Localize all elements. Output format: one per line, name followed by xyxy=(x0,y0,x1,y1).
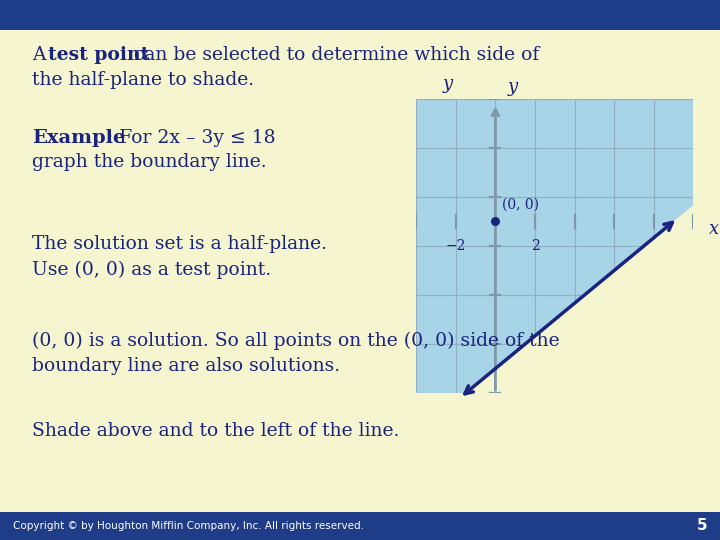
Text: (0, 0) is a solution. So all points on the (0, 0) side of the: (0, 0) is a solution. So all points on t… xyxy=(32,332,560,350)
Text: boundary line are also solutions.: boundary line are also solutions. xyxy=(32,357,341,375)
Text: Copyright © by Houghton Mifflin Company, Inc. All rights reserved.: Copyright © by Houghton Mifflin Company,… xyxy=(13,521,364,531)
Text: test point: test point xyxy=(48,46,150,64)
Text: graph the boundary line.: graph the boundary line. xyxy=(32,153,267,171)
Text: 2: 2 xyxy=(531,239,539,253)
Bar xyxy=(0,0,720,30)
Text: A: A xyxy=(32,46,52,64)
Text: the half-plane to shade.: the half-plane to shade. xyxy=(32,71,255,89)
Polygon shape xyxy=(466,205,693,393)
Text: Example: Example xyxy=(32,129,126,146)
Text: −2: −2 xyxy=(446,239,466,253)
Text: (0, 0): (0, 0) xyxy=(503,198,539,212)
Text: 5: 5 xyxy=(696,518,707,534)
Text: x: x xyxy=(709,220,719,238)
Text: : For 2x – 3y ≤ 18: : For 2x – 3y ≤ 18 xyxy=(107,129,275,146)
Text: y: y xyxy=(507,78,518,96)
Bar xyxy=(0,512,720,540)
Text: can be selected to determine which side of: can be selected to determine which side … xyxy=(128,46,539,64)
Text: Shade above and to the left of the line.: Shade above and to the left of the line. xyxy=(32,422,400,440)
Text: y: y xyxy=(443,76,453,93)
Text: Use (0, 0) as a test point.: Use (0, 0) as a test point. xyxy=(32,260,271,279)
Text: The solution set is a half-plane.: The solution set is a half-plane. xyxy=(32,235,328,253)
